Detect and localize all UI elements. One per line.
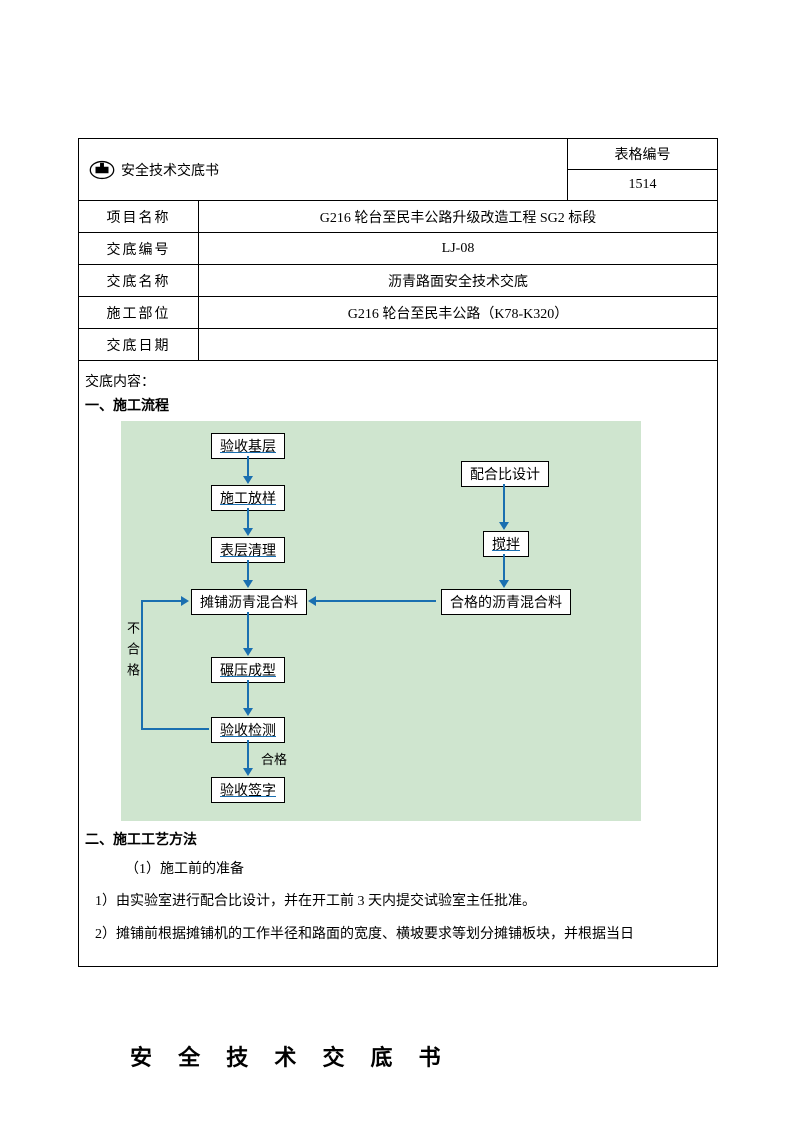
label-pass: 合格 [261, 749, 287, 768]
value-date [199, 329, 717, 360]
intro-text: 交底内容： [85, 371, 709, 391]
arrow-9-10 [503, 554, 505, 582]
label-date: 交底日期 [79, 329, 199, 360]
p-item-1: 1）由实验室进行配合比设计，并在开工前 3 天内提交试验室主任批准。 [95, 891, 709, 913]
label-doc-name: 交底名称 [79, 265, 199, 296]
loop-h1 [141, 728, 209, 730]
value-location: G216 轮台至民丰公路（K78-K320） [199, 297, 717, 328]
label-doc-number: 交底编号 [79, 233, 199, 264]
row-project-name: 项目名称 G216 轮台至民丰公路升级改造工程 SG2 标段 [79, 201, 717, 233]
arrow-5-6 [247, 680, 249, 710]
node-sign: 验收签字 [211, 777, 285, 803]
arrowhead-1-2 [243, 476, 253, 484]
header-row: 安全技术交底书 表格编号 1514 [79, 139, 717, 201]
arrow-10-4 [316, 600, 436, 602]
p-prep: （1）施工前的准备 [125, 859, 709, 881]
logo-icon [89, 160, 115, 180]
form-number-value: 1514 [568, 170, 717, 200]
arrowhead-6-7 [243, 768, 253, 776]
arrow-3-4 [247, 560, 249, 582]
row-date: 交底日期 [79, 329, 717, 361]
sub-list: （1）施工前的准备 1）由实验室进行配合比设计，并在开工前 3 天内提交试验室主… [125, 859, 709, 946]
value-doc-name: 沥青路面安全技术交底 [199, 265, 717, 296]
node-qualified-mix: 合格的沥青混合料 [441, 589, 571, 615]
arrowhead-3-4 [243, 580, 253, 588]
arrow-8-9 [503, 484, 505, 524]
flowchart: 验收基层 施工放样 表层清理 摊铺沥青混合料 碾压成型 验收检测 验收签字 配合… [121, 421, 641, 821]
label-project-name: 项目名称 [79, 201, 199, 232]
doc-title: 安全技术交底书 [121, 160, 219, 180]
arrow-1-2 [247, 456, 249, 478]
section-2-title: 二、施工工艺方法 [85, 829, 709, 849]
arrowhead-4-5 [243, 648, 253, 656]
node-mix: 搅拌 [483, 531, 529, 557]
label-fail: 不合格 [123, 621, 142, 684]
form-number-label: 表格编号 [568, 139, 717, 170]
arrowhead-10-4 [308, 596, 316, 606]
row-doc-number: 交底编号 LJ-08 [79, 233, 717, 265]
value-doc-number: LJ-08 [199, 233, 717, 264]
content-area: 交底内容： 一、施工流程 验收基层 施工放样 表层清理 摊铺沥青混合料 碾压成型… [79, 361, 717, 966]
arrow-2-3 [247, 508, 249, 530]
p-item-2: 2）摊铺前根据摊铺机的工作半径和路面的宽度、横坡要求等划分摊铺板块，并根据当日 [95, 924, 709, 946]
arrowhead-5-6 [243, 708, 253, 716]
footer-title: 安 全 技 术 交 底 书 [130, 1040, 451, 1072]
label-location: 施工部位 [79, 297, 199, 328]
header-right: 表格编号 1514 [567, 139, 717, 200]
section-1-title: 一、施工流程 [85, 395, 709, 415]
document-frame: 安全技术交底书 表格编号 1514 项目名称 G216 轮台至民丰公路升级改造工… [78, 138, 718, 967]
node-mix-design: 配合比设计 [461, 461, 549, 487]
value-project-name: G216 轮台至民丰公路升级改造工程 SG2 标段 [199, 201, 717, 232]
arrow-4-5 [247, 612, 249, 650]
node-pave: 摊铺沥青混合料 [191, 589, 307, 615]
row-doc-name: 交底名称 沥青路面安全技术交底 [79, 265, 717, 297]
arrowhead-8-9 [499, 522, 509, 530]
arrowhead-2-3 [243, 528, 253, 536]
loop-h2 [141, 600, 183, 602]
arrow-6-7 [247, 740, 249, 770]
loop-arrowhead [181, 596, 189, 606]
row-location: 施工部位 G216 轮台至民丰公路（K78-K320） [79, 297, 717, 329]
arrowhead-9-10 [499, 580, 509, 588]
header-left: 安全技术交底书 [79, 139, 567, 200]
